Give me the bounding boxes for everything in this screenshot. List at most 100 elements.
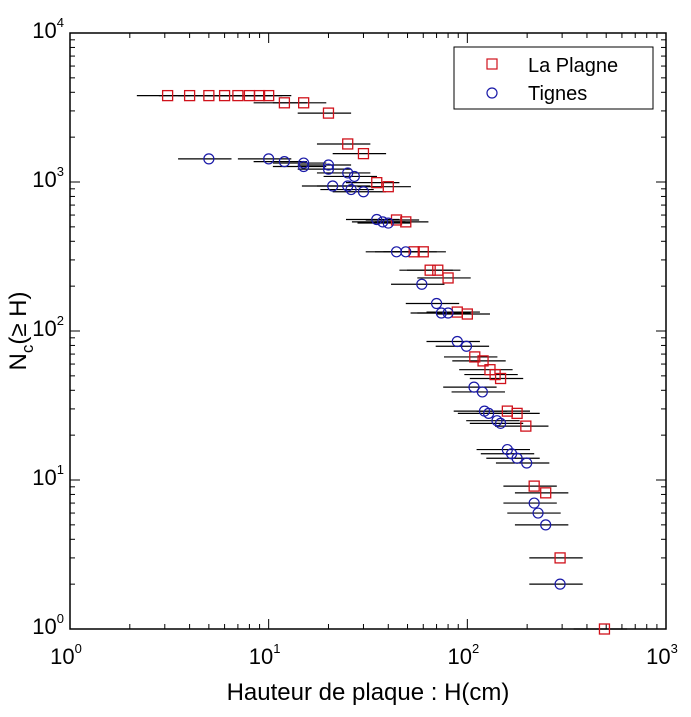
point-la-plagne	[322, 107, 335, 119]
legend-marker-la-plagne	[486, 58, 498, 70]
point-la-plagne	[528, 480, 540, 492]
point-tignes	[342, 167, 354, 179]
point-tignes	[554, 578, 566, 590]
point-tignes	[451, 335, 463, 348]
y-tick-label: 104	[32, 15, 64, 43]
point-la-plagne	[278, 97, 291, 109]
data-markers	[161, 89, 611, 635]
tick-exponent: 0	[75, 641, 82, 656]
tick-base: 10	[32, 167, 56, 192]
point-la-plagne	[342, 138, 354, 150]
legend-label-la-plagne: La Plagne	[528, 55, 618, 77]
point-tignes	[532, 507, 544, 519]
point-tignes	[528, 497, 540, 509]
point-tignes	[371, 213, 383, 226]
y-label-main: N	[5, 353, 32, 370]
tick-exponent: 3	[57, 164, 64, 179]
tick-exponent: 4	[57, 15, 64, 30]
tick-exponent: 1	[57, 462, 64, 477]
point-la-plagne	[477, 355, 489, 367]
point-tignes	[476, 386, 488, 398]
tick-base: 10	[32, 614, 56, 639]
point-la-plagne	[554, 552, 566, 564]
point-tignes	[501, 443, 513, 456]
point-la-plagne	[263, 89, 275, 102]
point-tignes	[483, 407, 495, 419]
y-tick-label: 101	[32, 462, 64, 490]
point-tignes	[511, 452, 523, 464]
tick-exponent: 3	[671, 641, 678, 656]
point-la-plagne	[424, 264, 436, 276]
x-tick-label: 103	[646, 641, 678, 669]
point-tignes	[435, 307, 447, 319]
y-label-rest: (≥ H)	[5, 292, 32, 345]
point-tignes	[298, 160, 310, 173]
y-tick-label: 103	[32, 164, 64, 192]
tick-base: 10	[32, 18, 56, 43]
point-la-plagne	[232, 89, 244, 102]
point-tignes	[442, 307, 454, 319]
x-tick-labels: 100 101 102 103	[50, 641, 678, 669]
tick-base: 10	[32, 316, 56, 341]
point-tignes	[430, 297, 443, 310]
point-la-plagne	[253, 89, 266, 102]
axis-ticks	[70, 33, 666, 629]
tick-base: 10	[447, 644, 471, 669]
x-tick-label: 100	[50, 641, 82, 669]
point-tignes	[263, 153, 275, 165]
point-tignes	[468, 381, 480, 393]
point-la-plagne	[408, 246, 420, 258]
legend-box	[453, 46, 654, 110]
x-axis-label: Hauteur de plaque : H(cm)	[227, 679, 510, 706]
point-tignes	[390, 246, 403, 258]
point-tignes	[322, 163, 335, 175]
tick-exponent: 2	[472, 641, 479, 656]
tick-base: 10	[646, 644, 670, 669]
point-la-plagne	[417, 246, 429, 258]
point-tignes	[400, 246, 412, 258]
tick-base: 10	[32, 465, 56, 490]
tick-exponent: 1	[273, 641, 280, 656]
plot-frame	[69, 32, 667, 630]
point-tignes	[345, 183, 357, 196]
tick-exponent: 2	[57, 313, 64, 328]
point-la-plagne	[298, 97, 310, 109]
legend-marker-tignes	[486, 87, 498, 99]
point-la-plagne	[494, 372, 507, 385]
y-axis-label: Nc(≥ H)	[5, 292, 37, 371]
x-tick-label: 101	[249, 641, 281, 669]
point-tignes	[377, 216, 389, 228]
tick-base: 10	[249, 644, 273, 669]
legend: La Plagne Tignes	[453, 46, 654, 110]
tick-base: 10	[50, 644, 74, 669]
point-tignes	[416, 278, 428, 290]
point-tignes	[382, 217, 394, 229]
point-tignes	[357, 186, 370, 198]
point-tignes	[322, 159, 335, 171]
point-tignes	[494, 417, 507, 429]
x-tick-label: 102	[447, 641, 479, 669]
point-tignes	[342, 180, 354, 192]
point-la-plagne	[218, 89, 231, 102]
point-tignes	[348, 170, 360, 183]
point-la-plagne	[382, 181, 394, 193]
point-tignes	[460, 340, 473, 352]
point-la-plagne	[357, 147, 370, 160]
point-la-plagne	[400, 216, 412, 228]
y-tick-label: 100	[32, 611, 64, 639]
point-la-plagne	[371, 177, 383, 189]
point-tignes	[521, 457, 533, 469]
point-la-plagne	[511, 407, 523, 420]
point-la-plagne	[183, 89, 196, 102]
point-la-plagne	[432, 264, 444, 276]
point-tignes	[540, 519, 552, 531]
tick-exponent: 0	[57, 611, 64, 626]
point-tignes	[491, 415, 503, 427]
point-la-plagne	[461, 308, 473, 320]
point-la-plagne	[520, 420, 532, 432]
point-tignes	[278, 156, 290, 168]
point-la-plagne	[161, 89, 174, 102]
point-tignes	[298, 157, 310, 169]
point-la-plagne	[442, 272, 454, 284]
